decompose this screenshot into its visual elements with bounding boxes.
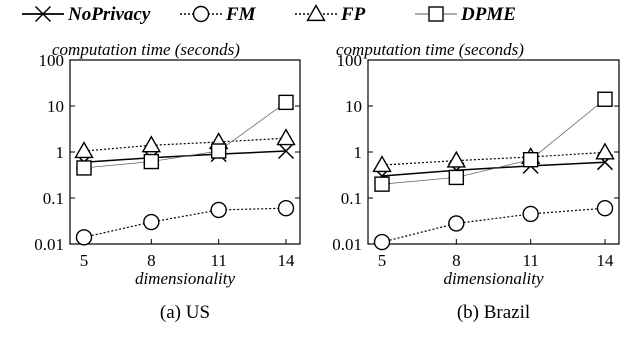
data-point-fp <box>372 155 392 173</box>
y-tick-label: 1 <box>56 143 65 162</box>
series-fp <box>74 128 296 159</box>
series-line-fm <box>83 207 287 238</box>
data-point-dpme <box>374 176 390 192</box>
panel-caption: (b) Brazil <box>457 302 530 323</box>
data-point-fm <box>522 205 539 223</box>
y-tick-label: 10 <box>345 97 362 116</box>
legend-label: FM <box>225 4 257 25</box>
y-tick-label: 0.01 <box>332 235 362 254</box>
legend-marker-triangle <box>306 4 326 22</box>
data-point-fp <box>446 150 467 168</box>
y-tick-label: 0.1 <box>43 189 64 208</box>
legend-marker-square <box>428 6 444 22</box>
series-line-dpme <box>83 102 287 169</box>
data-point-dpme <box>210 143 227 159</box>
x-tick-label: 8 <box>147 251 156 270</box>
series-fm <box>75 200 295 246</box>
chart-panel-us: 0.01 0.1 1 10 100 5 8 11 14 computation time (sec… <box>34 40 301 323</box>
data-point-fp <box>74 141 94 159</box>
data-point-fp <box>595 142 615 160</box>
series-line-fp <box>83 137 287 152</box>
data-point-fm <box>596 200 614 217</box>
series-noprivacy <box>373 154 614 185</box>
y-axis-label: computation time (seconds) <box>52 40 240 59</box>
series-line-noprivacy <box>83 150 287 163</box>
data-point-dpme <box>143 153 160 170</box>
data-point-fm <box>210 201 227 219</box>
data-point-dpme <box>522 152 539 168</box>
series-fm <box>373 200 614 251</box>
legend-marker-x-mark <box>34 5 52 23</box>
series-line-fm <box>381 207 606 243</box>
y-tick-label: 100 <box>337 51 363 70</box>
x-tick-label: 11 <box>210 251 226 270</box>
data-point-fp <box>276 128 296 146</box>
y-axis-label: computation time (seconds) <box>336 40 524 59</box>
x-tick-label: 11 <box>522 251 538 270</box>
y-tick-label: 0.01 <box>34 235 64 254</box>
panel-caption: (a) US <box>160 302 210 323</box>
legend-label: DPME <box>460 4 516 25</box>
x-tick-label: 14 <box>278 251 296 270</box>
legend-item-dpme: DPME <box>415 4 516 25</box>
data-point-fm <box>277 200 295 217</box>
x-axis-label: dimensionality <box>443 269 544 288</box>
plot-frame <box>367 59 620 245</box>
data-point-fm <box>448 215 465 232</box>
data-point-fp <box>141 135 162 153</box>
legend-item-noprivacy: NoPrivacy <box>22 4 151 25</box>
x-tick-label: 5 <box>378 251 387 270</box>
data-point-fm <box>143 213 160 231</box>
x-axis-label: dimensionality <box>135 269 236 288</box>
x-tick-label: 14 <box>597 251 615 270</box>
series-line-fp <box>381 151 606 166</box>
legend-marker-circle <box>192 5 210 23</box>
legend-item-fm: FM <box>180 4 257 25</box>
series-dpme <box>76 94 294 176</box>
legend: NoPrivacy FM FP DPME <box>22 4 516 25</box>
series-dpme <box>374 91 613 192</box>
data-point-fm <box>373 233 391 251</box>
data-point-dpme <box>597 91 613 107</box>
data-point-dpme <box>278 94 294 111</box>
series-line-dpme <box>381 99 606 185</box>
y-tick-label: 0.1 <box>341 189 362 208</box>
series-fp <box>372 142 615 173</box>
x-tick-label: 8 <box>452 251 461 270</box>
legend-label: NoPrivacy <box>67 4 151 25</box>
y-tick-label: 10 <box>47 97 64 116</box>
data-point-fm <box>75 229 93 246</box>
data-point-dpme <box>76 160 92 176</box>
y-tick-label: 100 <box>39 51 65 70</box>
series-line-noprivacy <box>381 161 606 177</box>
x-tick-label: 5 <box>80 251 89 270</box>
legend-item-fp: FP <box>295 4 366 25</box>
chart-panel-brazil: 0.01 0.1 1 10 100 5 8 11 14 computation time (sec… <box>332 40 620 323</box>
data-point-noprivacy <box>277 142 295 160</box>
y-tick-label: 1 <box>354 143 363 162</box>
legend-label: FP <box>340 4 366 25</box>
data-point-dpme <box>448 169 465 186</box>
